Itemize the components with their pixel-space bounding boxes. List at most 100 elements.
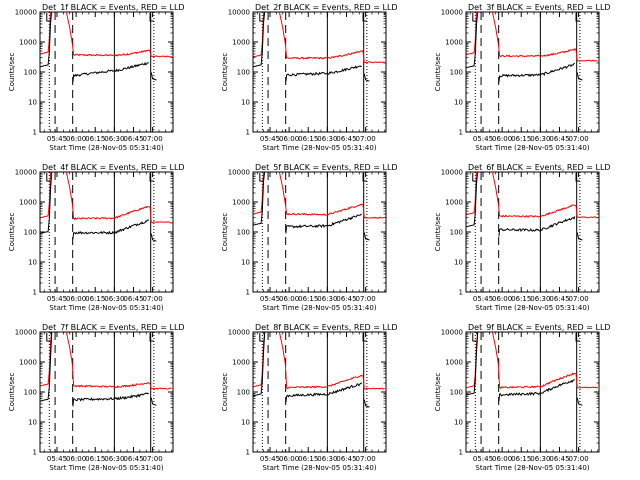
- x-tick-label: 05:45: [473, 135, 493, 143]
- y-tick-label: 10000: [441, 169, 463, 177]
- interval-bracket: [149, 333, 154, 342]
- series-events-line: [253, 12, 370, 82]
- y-tick-label: 10000: [228, 9, 250, 17]
- interval-bracket: [575, 173, 580, 182]
- y-axis-label: Counts/sec: [221, 373, 229, 412]
- panel-title: Det_7f BLACK = Events, RED = LLD: [42, 323, 185, 332]
- x-tick-label: 05:45: [47, 455, 67, 463]
- interval-bracket: [575, 13, 580, 22]
- y-tick-label: 1000: [232, 39, 250, 47]
- y-tick-label: 1000: [232, 359, 250, 367]
- y-tick-label: 10: [454, 419, 463, 427]
- panel-5: Det_5f BLACK = Events, RED = LLD 1 10 100 10…: [221, 163, 398, 312]
- x-tick-label: 06:30: [530, 295, 550, 303]
- y-tick-label: 10: [241, 99, 250, 107]
- y-tick-label: 100: [237, 389, 250, 397]
- x-tick-label: 06:00: [492, 455, 512, 463]
- y-tick-label: 1: [459, 449, 463, 457]
- series-lld-line: [40, 12, 172, 58]
- x-tick-label: 07:00: [569, 455, 589, 463]
- series-events-line: [253, 172, 370, 241]
- interval-bracket: [575, 333, 580, 342]
- x-tick-label: 05:45: [260, 295, 280, 303]
- panel-title: Det_4f BLACK = Events, RED = LLD: [42, 163, 185, 172]
- panel-2: Det_2f BLACK = Events, RED = LLD 1 10 100 10…: [221, 3, 398, 152]
- y-tick-label: 1000: [19, 39, 37, 47]
- y-tick-label: 10000: [15, 9, 37, 17]
- x-tick-label: 05:45: [260, 135, 280, 143]
- y-tick-label: 100: [450, 389, 463, 397]
- plot-frame: [252, 331, 387, 453]
- x-axis-label: Start Time (28-Nov-05 05:31:40): [475, 464, 589, 472]
- interval-bracket: [472, 333, 477, 342]
- panel-1: Det_1f BLACK = Events, RED = LLD 1 10 100 10…: [8, 3, 185, 152]
- interval-bracket: [46, 333, 51, 342]
- x-axis-label: Start Time (28-Nov-05 05:31:40): [49, 304, 163, 312]
- x-tick-label: 06:45: [336, 295, 356, 303]
- x-tick-label: 06:15: [85, 135, 105, 143]
- x-tick-label: 05:45: [47, 295, 67, 303]
- y-axis-label: Counts/sec: [8, 53, 16, 92]
- x-tick-label: 06:45: [123, 135, 143, 143]
- x-tick-label: 07:00: [356, 295, 376, 303]
- interval-bracket: [259, 333, 264, 342]
- x-tick-label: 06:45: [123, 295, 143, 303]
- x-tick-label: 05:45: [473, 455, 493, 463]
- x-tick-label: 06:30: [530, 135, 550, 143]
- interval-bracket: [149, 173, 154, 182]
- x-axis-label: Start Time (28-Nov-05 05:31:40): [475, 144, 589, 152]
- x-tick-label: 06:00: [492, 295, 512, 303]
- y-tick-label: 100: [24, 389, 37, 397]
- plot-frame: [465, 331, 600, 453]
- panel-title: Det_5f BLACK = Events, RED = LLD: [255, 163, 398, 172]
- panel-9: Det_9f BLACK = Events, RED = LLD 1 10 100 10…: [434, 323, 611, 472]
- y-axis-label: Counts/sec: [221, 53, 229, 92]
- y-tick-label: 10000: [228, 329, 250, 337]
- x-tick-label: 07:00: [569, 295, 589, 303]
- x-tick-label: 06:30: [317, 295, 337, 303]
- series-events-line: [466, 332, 583, 406]
- x-tick-label: 06:00: [279, 295, 299, 303]
- y-axis-label: Counts/sec: [8, 213, 16, 252]
- panel-3: Det_3f BLACK = Events, RED = LLD 1 10 100 10…: [434, 3, 611, 152]
- interval-bracket: [259, 13, 264, 22]
- series-events-line: [253, 332, 370, 408]
- y-tick-label: 10: [454, 259, 463, 267]
- series-events-line: [466, 172, 583, 241]
- x-tick-label: 06:30: [530, 455, 550, 463]
- y-tick-label: 10: [28, 99, 37, 107]
- x-tick-label: 06:15: [298, 455, 318, 463]
- series-lld-line: [466, 172, 598, 219]
- y-tick-label: 1: [33, 129, 37, 137]
- interval-bracket: [46, 13, 51, 22]
- y-tick-label: 1000: [19, 359, 37, 367]
- x-tick-label: 06:45: [123, 455, 143, 463]
- interval-bracket: [149, 13, 154, 22]
- series-events-line: [466, 12, 583, 83]
- series-lld-line: [466, 332, 598, 390]
- y-axis-label: Counts/sec: [434, 53, 442, 92]
- x-tick-label: 06:15: [298, 135, 318, 143]
- y-tick-label: 100: [24, 69, 37, 77]
- y-tick-label: 10: [28, 259, 37, 267]
- x-tick-label: 07:00: [356, 135, 376, 143]
- x-tick-label: 07:00: [569, 135, 589, 143]
- panel-title: Det_1f BLACK = Events, RED = LLD: [42, 3, 185, 12]
- interval-bracket: [362, 333, 367, 342]
- y-tick-label: 100: [24, 229, 37, 237]
- series-events-line: [40, 332, 157, 407]
- x-tick-label: 06:00: [279, 135, 299, 143]
- x-tick-label: 06:15: [85, 295, 105, 303]
- plot-frame: [39, 331, 174, 453]
- y-axis-label: Counts/sec: [221, 213, 229, 252]
- x-tick-label: 06:30: [104, 455, 124, 463]
- y-tick-label: 10: [454, 99, 463, 107]
- x-tick-label: 06:00: [66, 295, 86, 303]
- y-tick-label: 10000: [228, 169, 250, 177]
- x-tick-label: 06:45: [549, 295, 569, 303]
- x-tick-label: 05:45: [47, 135, 67, 143]
- y-tick-label: 1: [246, 129, 250, 137]
- y-tick-label: 100: [450, 69, 463, 77]
- x-tick-label: 06:15: [511, 135, 531, 143]
